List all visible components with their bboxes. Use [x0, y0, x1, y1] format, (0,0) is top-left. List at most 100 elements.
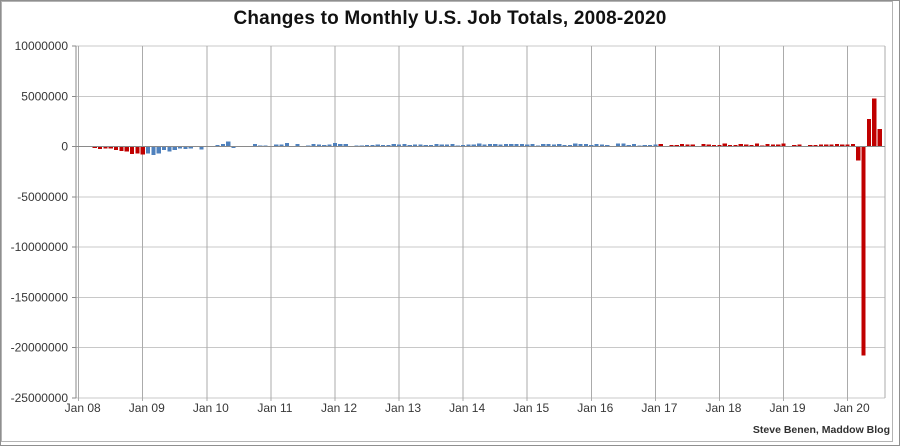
bar	[541, 144, 546, 147]
bar	[316, 144, 322, 147]
bar	[215, 145, 220, 147]
bar	[167, 146, 172, 152]
bar	[124, 146, 129, 152]
bar	[172, 146, 177, 150]
bar	[391, 144, 396, 147]
bar	[509, 144, 514, 147]
bar	[760, 145, 765, 147]
bar	[813, 144, 818, 147]
bar	[429, 145, 434, 147]
bar	[498, 144, 503, 147]
bar	[578, 143, 583, 147]
bar	[199, 146, 204, 150]
bar	[728, 145, 733, 147]
bar	[466, 144, 471, 147]
bar	[546, 143, 551, 147]
bar	[423, 145, 428, 147]
y-tick-label: -5000000	[17, 190, 68, 204]
bar	[108, 146, 113, 149]
x-tick-label: Jan 20	[834, 401, 870, 415]
x-tick-label: Jan 13	[385, 401, 421, 415]
x-tick-label: Jan 18	[705, 401, 741, 415]
bar	[594, 144, 599, 147]
y-tick-label: -15000000	[11, 290, 69, 304]
bar	[706, 144, 711, 147]
bar	[525, 144, 530, 147]
bar	[573, 143, 578, 147]
bar	[439, 144, 444, 147]
bar	[370, 144, 375, 147]
bar	[354, 145, 359, 147]
bar	[722, 143, 727, 147]
bar	[808, 144, 813, 147]
bar	[599, 144, 605, 147]
bar	[327, 144, 332, 147]
bar	[311, 144, 316, 147]
y-tick-label: -25000000	[11, 391, 69, 405]
bar	[765, 143, 770, 147]
bar	[776, 144, 781, 147]
x-tick-label: Jan 08	[65, 401, 101, 415]
bar	[690, 144, 695, 147]
bar	[770, 144, 775, 147]
bar	[605, 145, 610, 147]
bar	[338, 143, 343, 147]
bar	[103, 146, 108, 149]
bar	[792, 145, 797, 147]
bar	[97, 146, 103, 149]
bar	[680, 144, 685, 147]
bar	[642, 144, 647, 147]
bar	[551, 144, 557, 147]
bar	[530, 143, 535, 147]
bar	[396, 144, 402, 147]
bar	[829, 144, 834, 147]
bar	[146, 146, 151, 154]
bar	[653, 144, 658, 147]
bar	[834, 143, 840, 147]
x-tick-label: Jan 16	[577, 401, 613, 415]
bar	[818, 144, 824, 147]
bar	[407, 145, 412, 147]
bar	[306, 145, 311, 147]
x-tick-label: Jan 19	[770, 401, 806, 415]
bar	[274, 144, 279, 147]
bar	[220, 144, 225, 147]
bar	[669, 144, 674, 147]
bar	[343, 144, 348, 147]
bar	[701, 143, 706, 147]
bar	[226, 141, 231, 147]
bar	[445, 144, 450, 147]
bar	[866, 119, 872, 147]
x-tick-label: Jan 17	[641, 401, 677, 415]
bar	[252, 143, 257, 147]
bar	[733, 144, 738, 147]
bar	[332, 143, 338, 147]
bar	[188, 146, 193, 149]
bar	[279, 144, 284, 147]
bar	[557, 143, 562, 147]
bar	[135, 146, 140, 154]
bar	[712, 144, 717, 147]
bar	[231, 146, 236, 148]
bar	[647, 145, 653, 147]
bar	[434, 144, 439, 147]
bar	[178, 146, 183, 149]
bar	[797, 144, 802, 147]
bar	[824, 144, 829, 147]
bar	[162, 146, 167, 151]
bar	[861, 146, 866, 356]
y-tick-label: -10000000	[11, 240, 69, 254]
bar	[119, 146, 124, 152]
x-tick-label: Jan 09	[129, 401, 165, 415]
bar	[113, 146, 119, 150]
bar	[477, 143, 482, 147]
bar	[461, 145, 466, 147]
bar	[156, 146, 161, 154]
bar	[129, 146, 135, 154]
y-tick-label: -20000000	[11, 341, 69, 355]
bar	[284, 143, 290, 147]
x-tick-label: Jan 15	[513, 401, 549, 415]
bar	[413, 144, 418, 147]
